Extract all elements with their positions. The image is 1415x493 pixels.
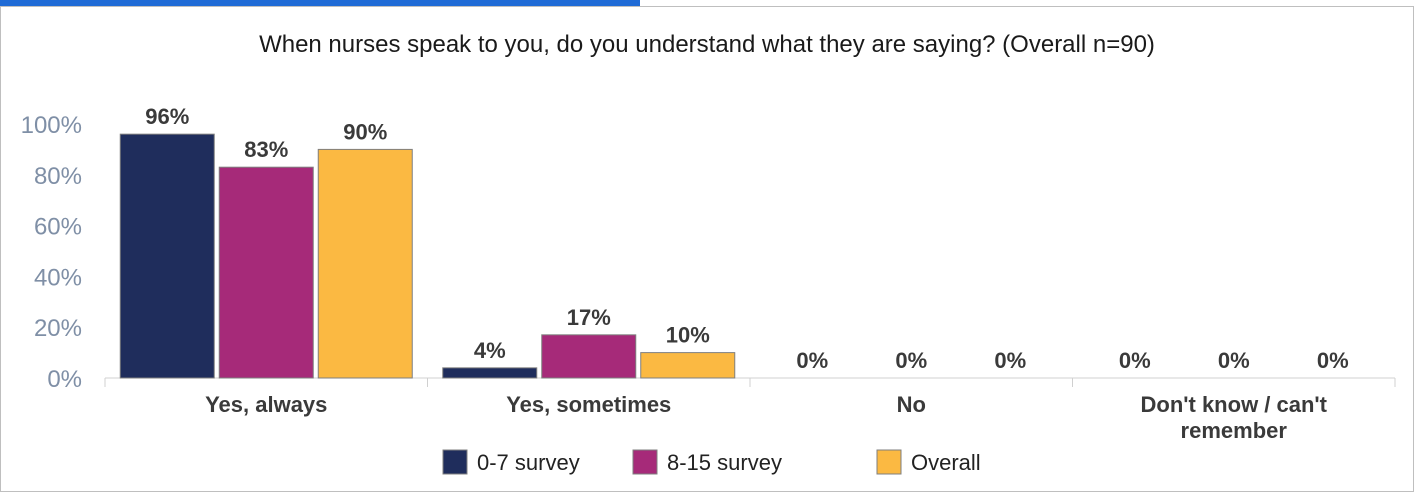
bar-labels: 96% 83% 90% 4% 17% 10% 0% 0% 0% 0% 0% 0% (145, 104, 1348, 373)
y-tick-label: 0% (47, 366, 82, 393)
y-axis: 0% 20% 40% 60% 80% 100% (21, 112, 82, 393)
bar (640, 352, 736, 379)
x-axis: Yes, always Yes, sometimes No Don't know / … (104, 377, 1396, 443)
bar (317, 148, 413, 379)
bar (119, 133, 215, 379)
legend-label: 0-7 survey (477, 450, 580, 475)
y-tick-label: 40% (34, 264, 82, 291)
x-tick-label: Don't know / can't remember (1141, 392, 1328, 443)
data-label: 0% (1119, 348, 1151, 373)
bar (218, 166, 314, 379)
y-tick-label: 20% (34, 315, 82, 342)
header-band (0, 0, 640, 6)
x-tick-label: No (897, 392, 926, 417)
y-tick-label: 60% (34, 214, 82, 241)
bar (442, 367, 538, 379)
data-label: 17% (567, 305, 611, 330)
bar (541, 334, 637, 379)
data-label: 10% (666, 323, 710, 348)
x-tick-label: Yes, always (205, 392, 327, 417)
legend-label: 8-15 survey (667, 450, 782, 475)
data-label: 0% (895, 348, 927, 373)
data-label: 83% (244, 137, 288, 162)
data-label: 4% (474, 338, 506, 363)
legend-swatch (632, 449, 658, 475)
y-tick-label: 80% (34, 163, 82, 190)
data-label: 0% (796, 348, 828, 373)
y-tick-label: 100% (21, 112, 82, 139)
chart-border (0, 6, 1414, 492)
legend-label: Overall (911, 450, 981, 475)
data-label: 0% (994, 348, 1026, 373)
data-label: 0% (1317, 348, 1349, 373)
legend-swatch (442, 449, 468, 475)
legend: 0-7 survey 8-15 survey Overall (442, 449, 981, 475)
data-label: 0% (1218, 348, 1250, 373)
x-tick-label: Yes, sometimes (506, 392, 671, 417)
legend-swatch (876, 449, 902, 475)
data-label: 90% (343, 119, 387, 144)
data-label: 96% (145, 104, 189, 129)
bars (119, 133, 736, 379)
chart-title: When nurses speak to you, do you underst… (259, 31, 1155, 58)
